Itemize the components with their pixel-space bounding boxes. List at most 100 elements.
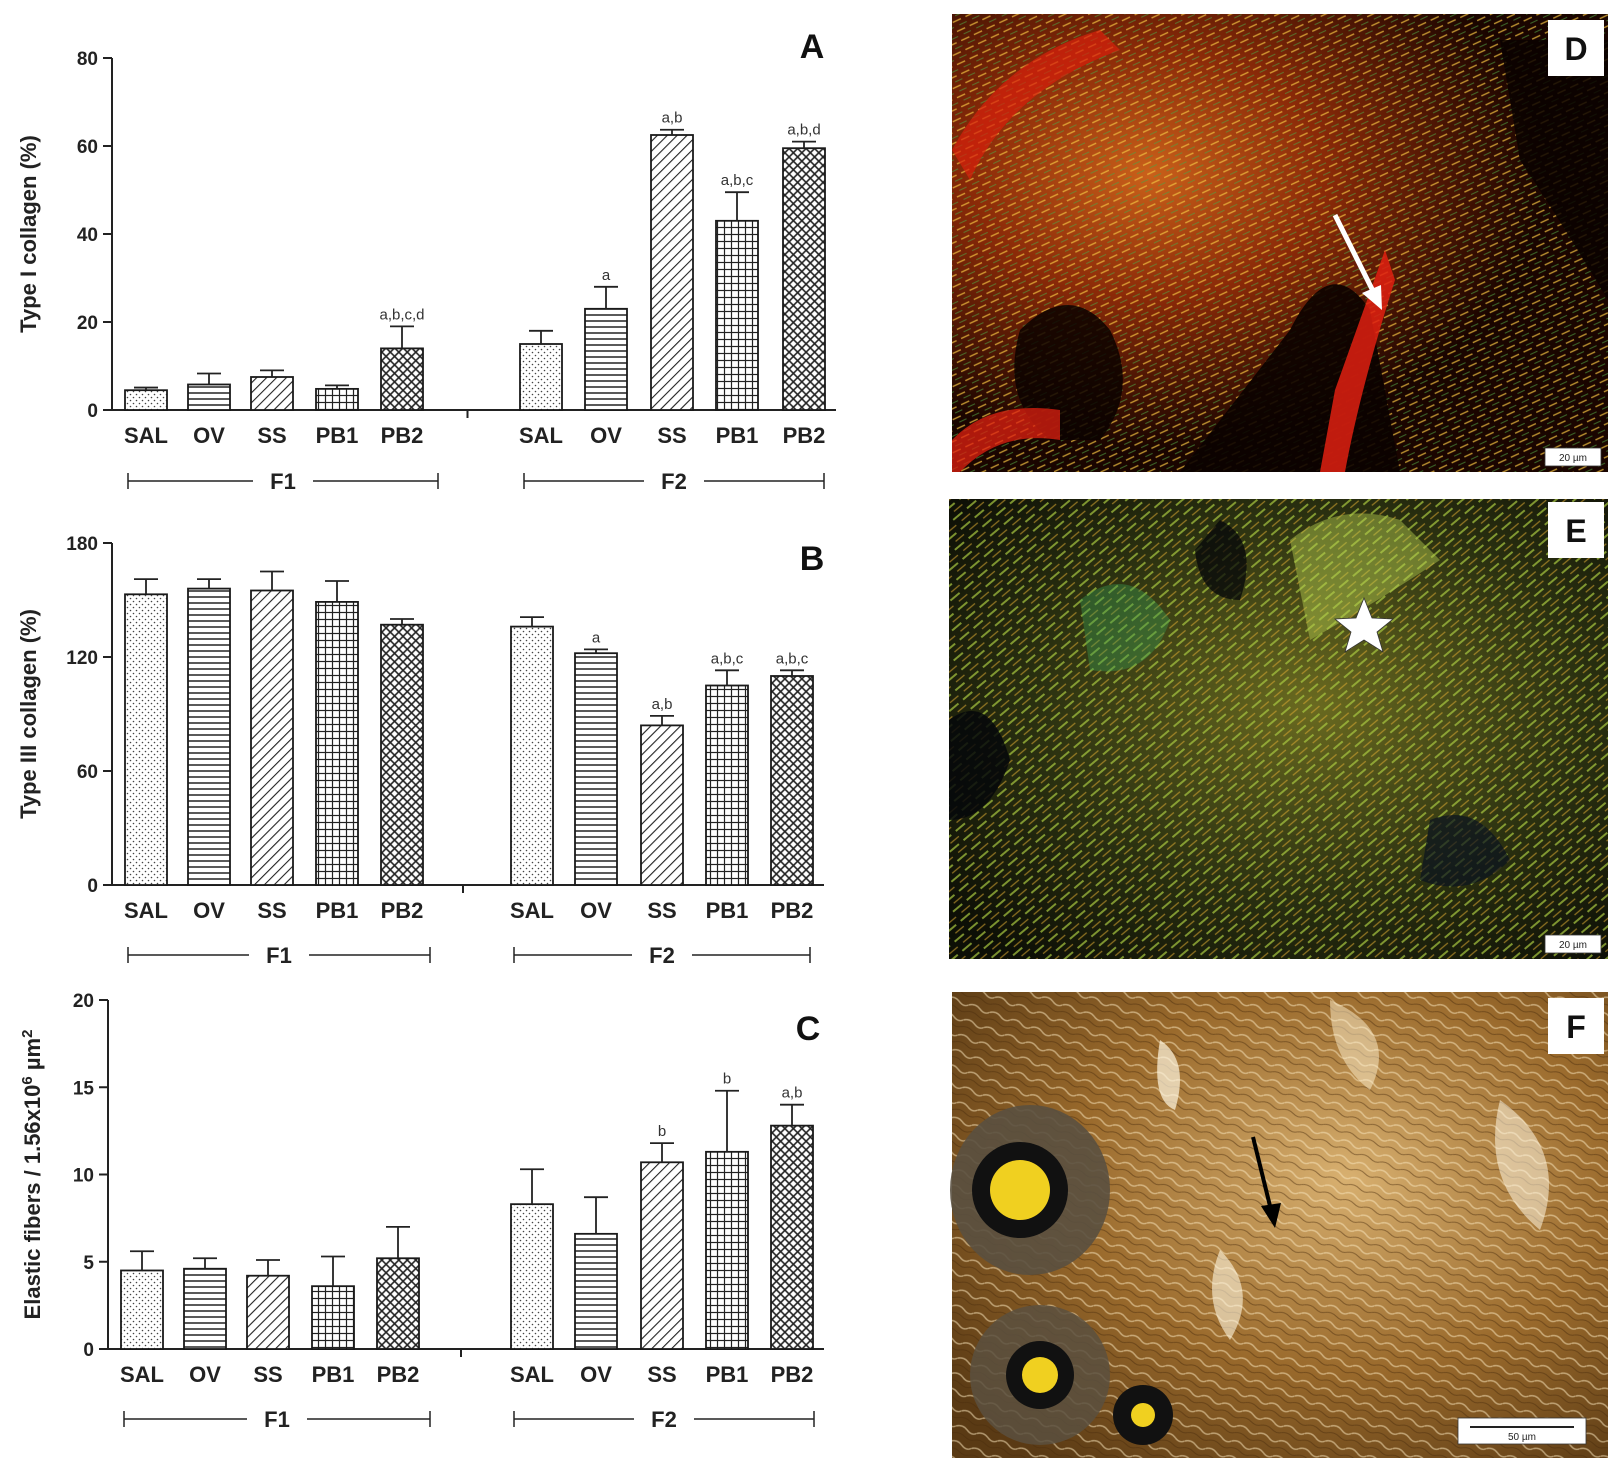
category-label: SS bbox=[257, 898, 286, 923]
bar bbox=[183, 1267, 227, 1350]
photo-panel-d: D 20 µm bbox=[952, 14, 1608, 472]
group-label: F2 bbox=[649, 943, 675, 968]
photo-d-letter: D bbox=[1564, 31, 1587, 67]
significance-label: a,b,c bbox=[776, 650, 809, 667]
y-tick-label: 0 bbox=[87, 876, 98, 897]
category-label: PB1 bbox=[716, 423, 759, 448]
photo-f-follicle-core bbox=[990, 1160, 1050, 1220]
bar bbox=[246, 1274, 290, 1350]
bar bbox=[311, 1285, 355, 1350]
category-label: OV bbox=[193, 898, 225, 923]
significance-label: a,b,d bbox=[787, 122, 820, 139]
bar bbox=[250, 589, 294, 886]
bar bbox=[315, 387, 359, 411]
y-axis-label-unit-exponent: 2 bbox=[19, 1030, 36, 1038]
y-tick-label: 15 bbox=[73, 1078, 95, 1099]
category-label: PB1 bbox=[706, 1362, 749, 1387]
photo-f-follicle-core bbox=[1022, 1357, 1058, 1393]
bar bbox=[640, 1161, 684, 1350]
category-label: PB1 bbox=[316, 423, 359, 448]
photo-f-letter-box bbox=[1548, 998, 1604, 1054]
panel-letter: B bbox=[800, 540, 825, 578]
bar bbox=[510, 1203, 554, 1350]
bar bbox=[640, 724, 684, 886]
chart-panel-b: 0 60 120 180 Type III collagen (%) B SAL OV SS PB… bbox=[16, 534, 824, 968]
category-label: SS bbox=[657, 423, 686, 448]
bar bbox=[124, 389, 168, 411]
photo-d-dark-region bbox=[1014, 305, 1123, 440]
panel-letter: A bbox=[800, 28, 825, 66]
significance-label: a,b bbox=[782, 1085, 803, 1102]
significance-label: a,b,c bbox=[711, 650, 744, 667]
bar bbox=[376, 1257, 420, 1350]
arrow-icon bbox=[1261, 1203, 1281, 1228]
bar bbox=[187, 587, 231, 886]
arrow-icon bbox=[1362, 285, 1382, 310]
panel-letter: C bbox=[796, 1010, 821, 1048]
significance-label: a bbox=[592, 629, 601, 646]
category-label: SAL bbox=[124, 898, 168, 923]
bar bbox=[187, 383, 231, 411]
category-label: PB2 bbox=[377, 1362, 420, 1387]
category-label: OV bbox=[580, 1362, 612, 1387]
category-label: PB2 bbox=[381, 423, 424, 448]
category-label: SS bbox=[257, 423, 286, 448]
photo-f-highlight bbox=[1157, 1040, 1180, 1110]
y-axis-label: Type III collagen (%) bbox=[16, 609, 41, 819]
bar bbox=[770, 675, 814, 886]
star-icon bbox=[1333, 596, 1395, 653]
y-tick-label: 20 bbox=[73, 991, 94, 1012]
photo-e-letter: E bbox=[1565, 513, 1586, 549]
category-label: PB1 bbox=[706, 898, 749, 923]
bar bbox=[519, 343, 563, 411]
bar bbox=[705, 684, 749, 886]
category-label: SAL bbox=[519, 423, 563, 448]
y-tick-label: 120 bbox=[66, 648, 98, 669]
group-label: F1 bbox=[264, 1407, 290, 1432]
significance-label: b bbox=[723, 1071, 731, 1088]
category-label: SS bbox=[647, 898, 676, 923]
photo-e-scale-box bbox=[1544, 934, 1602, 954]
category-label: SAL bbox=[124, 423, 168, 448]
category-label: OV bbox=[193, 423, 225, 448]
y-axis-label-exponent: 6 bbox=[19, 1076, 36, 1084]
photo-e-scale-bar: 20 µm bbox=[1559, 940, 1587, 951]
photo-panel-e: E 20 µm bbox=[949, 499, 1608, 959]
group-label: F1 bbox=[266, 943, 292, 968]
category-label: SS bbox=[647, 1362, 676, 1387]
category-label: SAL bbox=[510, 1362, 554, 1387]
bar bbox=[715, 219, 759, 411]
photo-f-highlight bbox=[1495, 1100, 1549, 1230]
group-label: F2 bbox=[651, 1407, 677, 1432]
photo-f-scale-box bbox=[1457, 1417, 1587, 1445]
category-label: PB2 bbox=[771, 1362, 814, 1387]
photo-e-dark-region bbox=[949, 711, 1010, 820]
y-tick-label: 60 bbox=[77, 137, 98, 158]
photo-e-green-region bbox=[1080, 584, 1170, 672]
photo-e-dark-region bbox=[1195, 520, 1247, 600]
arrow-icon bbox=[1251, 1136, 1273, 1211]
bar bbox=[380, 347, 424, 411]
chart-panel-c: 0 5 10 15 20 Elastic fibers / 1.56x106 µm2 C SA… bbox=[19, 991, 824, 1432]
significance-label: b bbox=[658, 1123, 666, 1140]
category-label: SAL bbox=[120, 1362, 164, 1387]
photo-f-follicle-core bbox=[1131, 1403, 1155, 1427]
bar bbox=[250, 376, 294, 411]
y-tick-label: 180 bbox=[66, 534, 98, 555]
category-label: OV bbox=[189, 1362, 221, 1387]
chart-panel-a: 0 20 40 60 80 Type I collagen (%) A SAL OV SS PB1 a… bbox=[16, 28, 836, 494]
y-tick-label: 40 bbox=[77, 225, 98, 246]
photo-d-letter-box bbox=[1548, 20, 1604, 76]
photo-d-dark-region bbox=[1500, 40, 1608, 300]
significance-label: a,b,c bbox=[721, 172, 754, 189]
bar bbox=[120, 1269, 164, 1350]
y-tick-label: 20 bbox=[77, 313, 98, 334]
y-tick-label: 5 bbox=[83, 1253, 94, 1274]
category-label: OV bbox=[590, 423, 622, 448]
y-axis-label-unit: µm bbox=[20, 1038, 45, 1076]
bar bbox=[124, 593, 168, 886]
photo-f-highlight bbox=[1212, 1250, 1243, 1340]
y-tick-label: 0 bbox=[87, 401, 98, 422]
